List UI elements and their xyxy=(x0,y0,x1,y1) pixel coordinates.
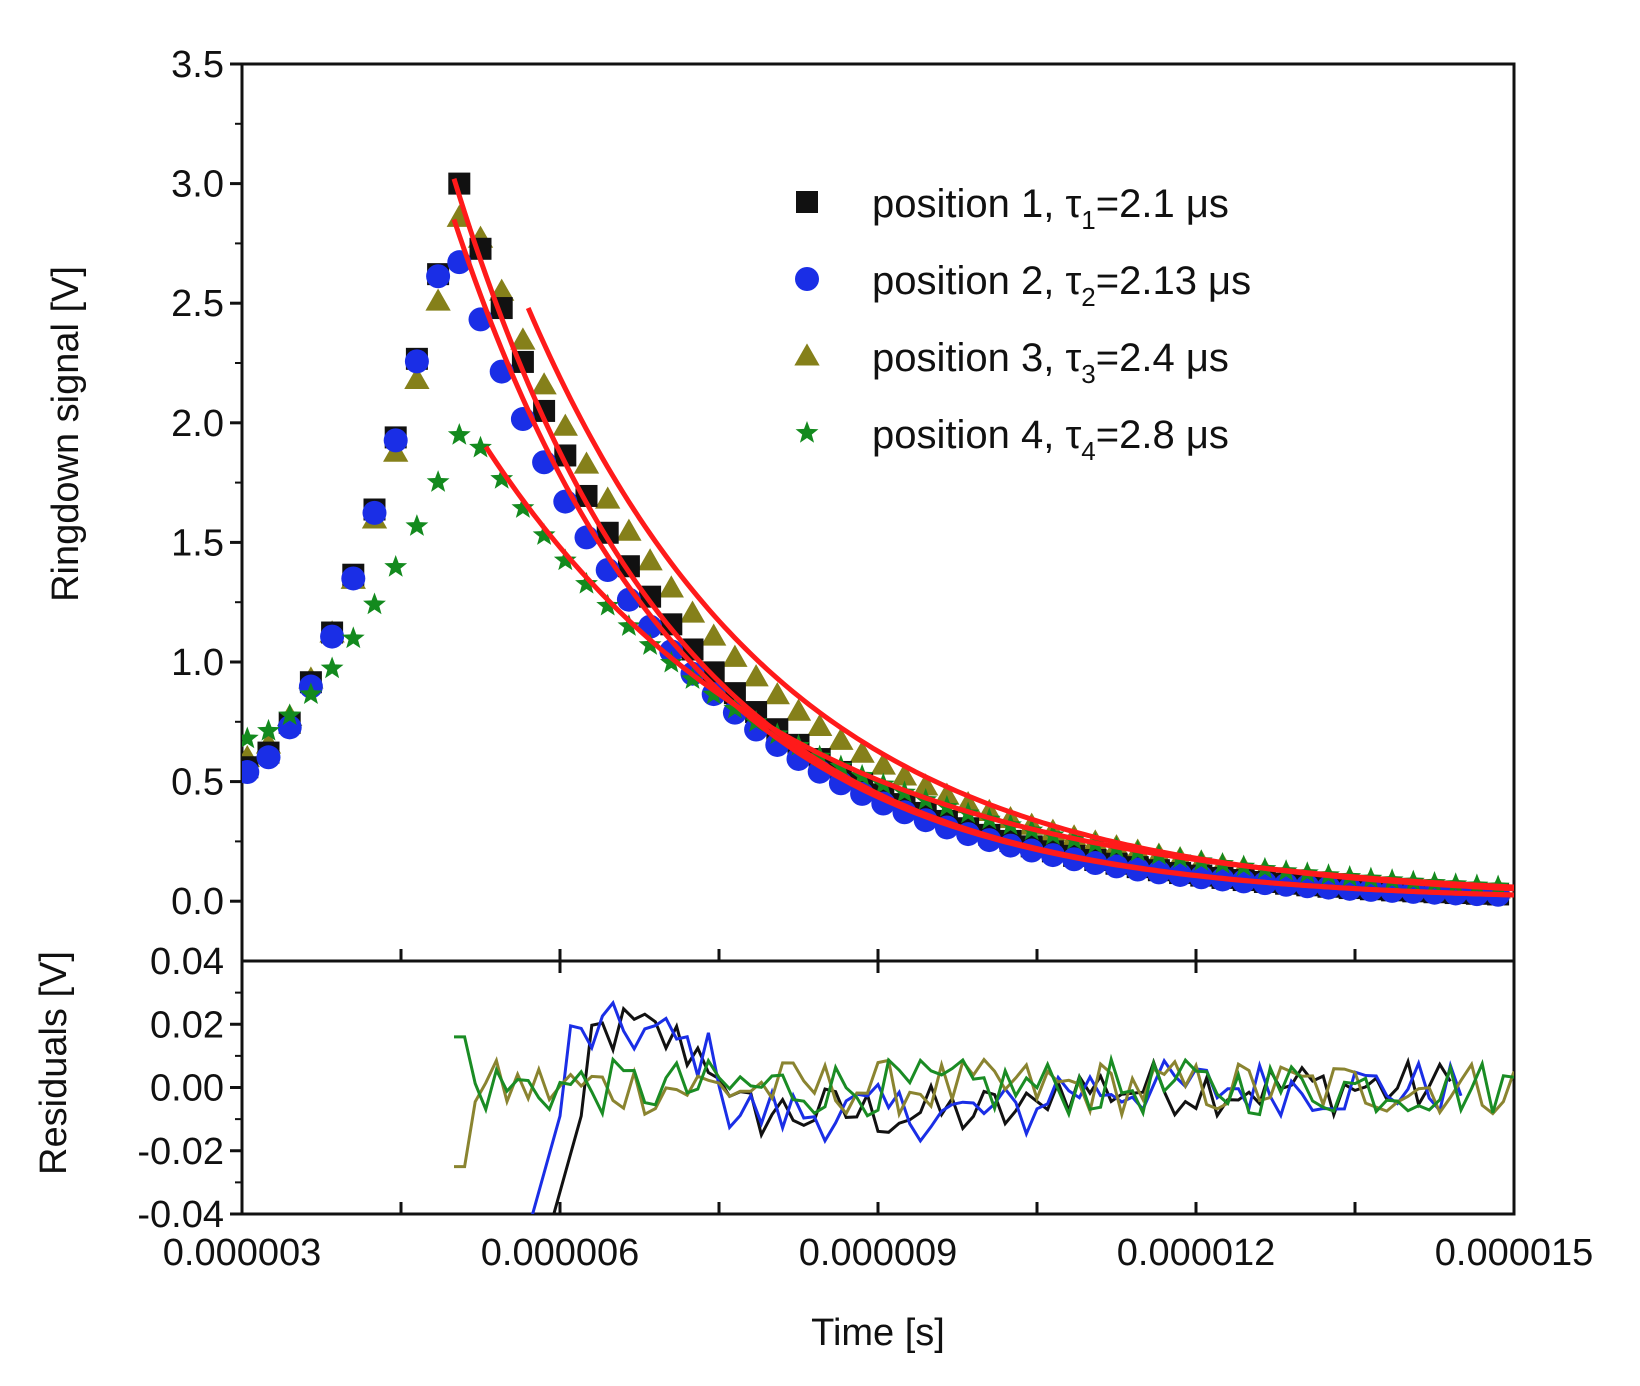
data-point xyxy=(637,548,663,571)
data-point xyxy=(320,656,344,679)
data-point xyxy=(469,435,492,458)
data-point xyxy=(404,349,429,374)
data-point xyxy=(531,372,557,395)
x-tick-label: 0.000006 xyxy=(481,1232,640,1274)
data-point xyxy=(722,644,748,667)
residual-line xyxy=(454,1035,1514,1119)
fit-line xyxy=(525,307,1514,892)
x-tick-label: 0.000009 xyxy=(799,1232,958,1274)
data-point xyxy=(426,470,450,492)
y-tick-label-extra: 0.04 xyxy=(150,941,224,983)
data-point xyxy=(681,667,704,689)
legend-marker xyxy=(794,343,820,366)
data-point xyxy=(934,782,960,805)
data-point xyxy=(659,650,683,673)
fit-line xyxy=(483,445,1514,890)
data-point xyxy=(510,327,536,350)
data-point xyxy=(511,496,535,518)
data-point xyxy=(870,752,896,775)
data-point xyxy=(362,500,387,525)
legend-marker xyxy=(795,421,819,443)
data-point xyxy=(341,626,365,649)
data-point xyxy=(278,703,302,726)
data-point xyxy=(616,518,642,541)
fit-line xyxy=(451,218,1514,898)
data-point xyxy=(764,682,790,705)
data-point xyxy=(383,428,408,453)
data-point xyxy=(257,718,280,741)
y-tick-label: 0.0 xyxy=(171,881,224,923)
y-tick-label: 3.5 xyxy=(171,44,224,86)
data-point xyxy=(490,467,514,489)
res-y-tick-label: -0.02 xyxy=(137,1131,224,1173)
data-point xyxy=(807,713,833,736)
res-y-tick-label: 0.02 xyxy=(150,1004,224,1046)
data-point xyxy=(425,288,451,311)
data-point xyxy=(405,514,429,536)
data-point xyxy=(743,664,769,687)
data-point xyxy=(595,486,621,509)
legend-label: position 1, τ1=2.1 μs xyxy=(872,182,1229,235)
data-point xyxy=(658,575,684,598)
data-point xyxy=(701,623,727,646)
residual-line xyxy=(531,999,1463,1214)
legend-marker xyxy=(796,191,818,213)
residual-line xyxy=(552,1005,1452,1214)
res-y-tick-label: 0.00 xyxy=(150,1068,224,1110)
x-tick-label: 0.000012 xyxy=(1117,1232,1276,1274)
data-point xyxy=(785,698,812,721)
legend-label: position 3, τ3=2.4 μs xyxy=(872,336,1229,389)
x-tick-label: 0.000003 xyxy=(163,1232,322,1274)
legend-marker xyxy=(795,267,819,291)
x-axis-label: Time [s] xyxy=(811,1312,945,1354)
data-point xyxy=(448,172,471,195)
data-point xyxy=(242,726,259,749)
data-point xyxy=(575,571,598,594)
data-point xyxy=(384,555,408,577)
data-point xyxy=(320,624,345,649)
x-tick-label: 0.000015 xyxy=(1435,1232,1594,1274)
main-plot-panel: 0.0 0.5 1.0 1.5 2.0 2.5 3.0 3.5 0.04 xyxy=(150,44,1516,983)
residuals-y-axis-label: Residuals [V] xyxy=(33,951,75,1175)
series-position-4 xyxy=(242,423,1510,897)
residuals-plot-panel: -0.04 -0.02 0.00 0.02 xyxy=(137,959,1516,1236)
data-point xyxy=(341,566,366,591)
data-point xyxy=(828,727,854,750)
legend-label: position 2, τ2=2.13 μs xyxy=(872,259,1251,312)
data-point xyxy=(617,614,641,636)
data-point xyxy=(849,740,875,763)
data-point xyxy=(404,366,430,390)
data-point xyxy=(891,763,918,786)
data-point xyxy=(532,523,556,545)
data-point xyxy=(679,600,706,623)
y-tick-label: 2.5 xyxy=(171,283,224,325)
y-tick-label: 0.5 xyxy=(171,762,224,804)
data-point xyxy=(299,682,323,705)
data-point xyxy=(702,682,726,705)
data-point xyxy=(426,264,451,289)
y-tick-label: 1.0 xyxy=(171,642,224,684)
data-point xyxy=(913,773,939,796)
y-tick-label: 1.5 xyxy=(171,522,224,564)
data-point xyxy=(447,423,471,445)
data-point xyxy=(242,760,260,785)
y-tick-label: 2.0 xyxy=(171,403,224,445)
data-point xyxy=(573,451,600,474)
data-point xyxy=(638,633,662,655)
residual-line xyxy=(454,1056,1514,1169)
main-y-axis-label: Ringdown signal [V] xyxy=(45,266,87,602)
data-point xyxy=(596,593,620,616)
legend: position 1, τ1=2.1 μs position 2, τ2=2.13… xyxy=(794,182,1251,466)
res-y-tick-label: -0.04 xyxy=(137,1194,224,1236)
data-point xyxy=(363,592,386,615)
data-point xyxy=(553,548,577,571)
data-point xyxy=(552,413,578,436)
legend-label: position 4, τ4=2.8 μs xyxy=(872,413,1229,466)
data-point xyxy=(256,745,281,770)
y-tick-label: 3.0 xyxy=(171,164,224,206)
